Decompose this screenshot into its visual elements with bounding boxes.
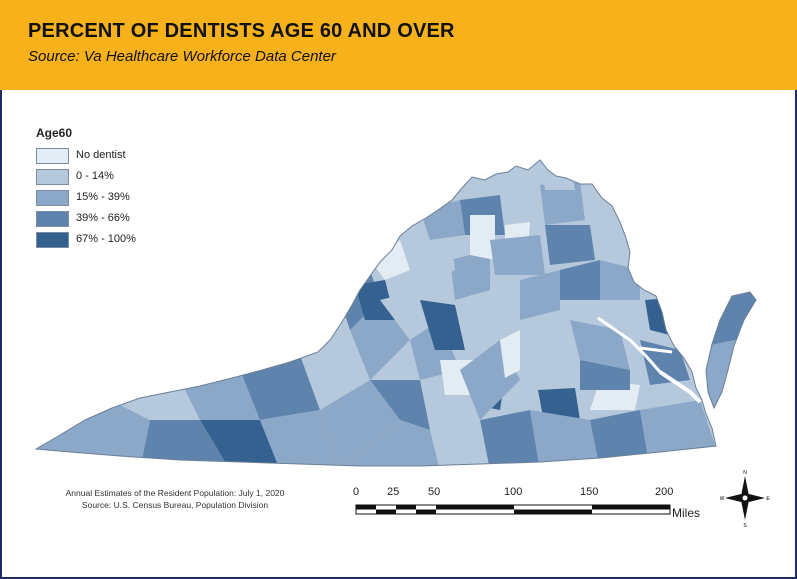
legend-label: 67% - 100%: [76, 233, 136, 245]
credit-line-2: Source: U.S. Census Bureau, Population D…: [81, 500, 269, 510]
compass-west: W: [720, 496, 725, 502]
legend-swatch: [36, 169, 69, 185]
scale-tick-50: 50: [428, 486, 441, 498]
legend-swatch: [36, 232, 69, 248]
credit-line-1: Annual Estimates of the Resident Populat…: [65, 488, 285, 498]
scale-tick-150: 150: [580, 486, 599, 498]
scale-tick-25: 25: [387, 486, 400, 498]
scale-tick-100: 100: [504, 486, 523, 498]
legend-swatch: [36, 190, 69, 206]
legend-item-no-dentist: No dentist: [36, 148, 236, 166]
population-credit: Annual Estimates of the Resident Populat…: [30, 487, 320, 511]
header-banner: PERCENT OF DENTISTS AGE 60 AND OVER Sour…: [0, 0, 797, 90]
legend-swatch: [36, 148, 69, 164]
compass-north: N: [743, 470, 747, 476]
legend-item-39-66: 39% - 66%: [36, 211, 236, 229]
legend-item-67-100: 67% - 100%: [36, 232, 236, 250]
scale-tick-200: 200: [655, 486, 674, 498]
page-subtitle: Source: Va Healthcare Workforce Data Cen…: [28, 48, 336, 65]
scale-unit-label: Miles: [672, 506, 701, 520]
legend-swatch: [36, 211, 69, 227]
legend-label: 0 - 14%: [76, 170, 114, 182]
scale-tick-0: 0: [353, 486, 360, 498]
compass-rose-icon: N S E W: [720, 470, 770, 528]
legend-item-15-39: 15% - 39%: [36, 190, 236, 208]
page-title: PERCENT OF DENTISTS AGE 60 AND OVER: [28, 20, 455, 42]
legend-item-0-14: 0 - 14%: [36, 169, 236, 187]
legend-label: 39% - 66%: [76, 212, 130, 224]
compass-east: E: [766, 496, 770, 502]
legend-title: Age60: [36, 126, 73, 140]
compass-south: S: [743, 523, 747, 528]
legend-label: 15% - 39%: [76, 191, 130, 203]
legend-label: No dentist: [76, 149, 126, 161]
